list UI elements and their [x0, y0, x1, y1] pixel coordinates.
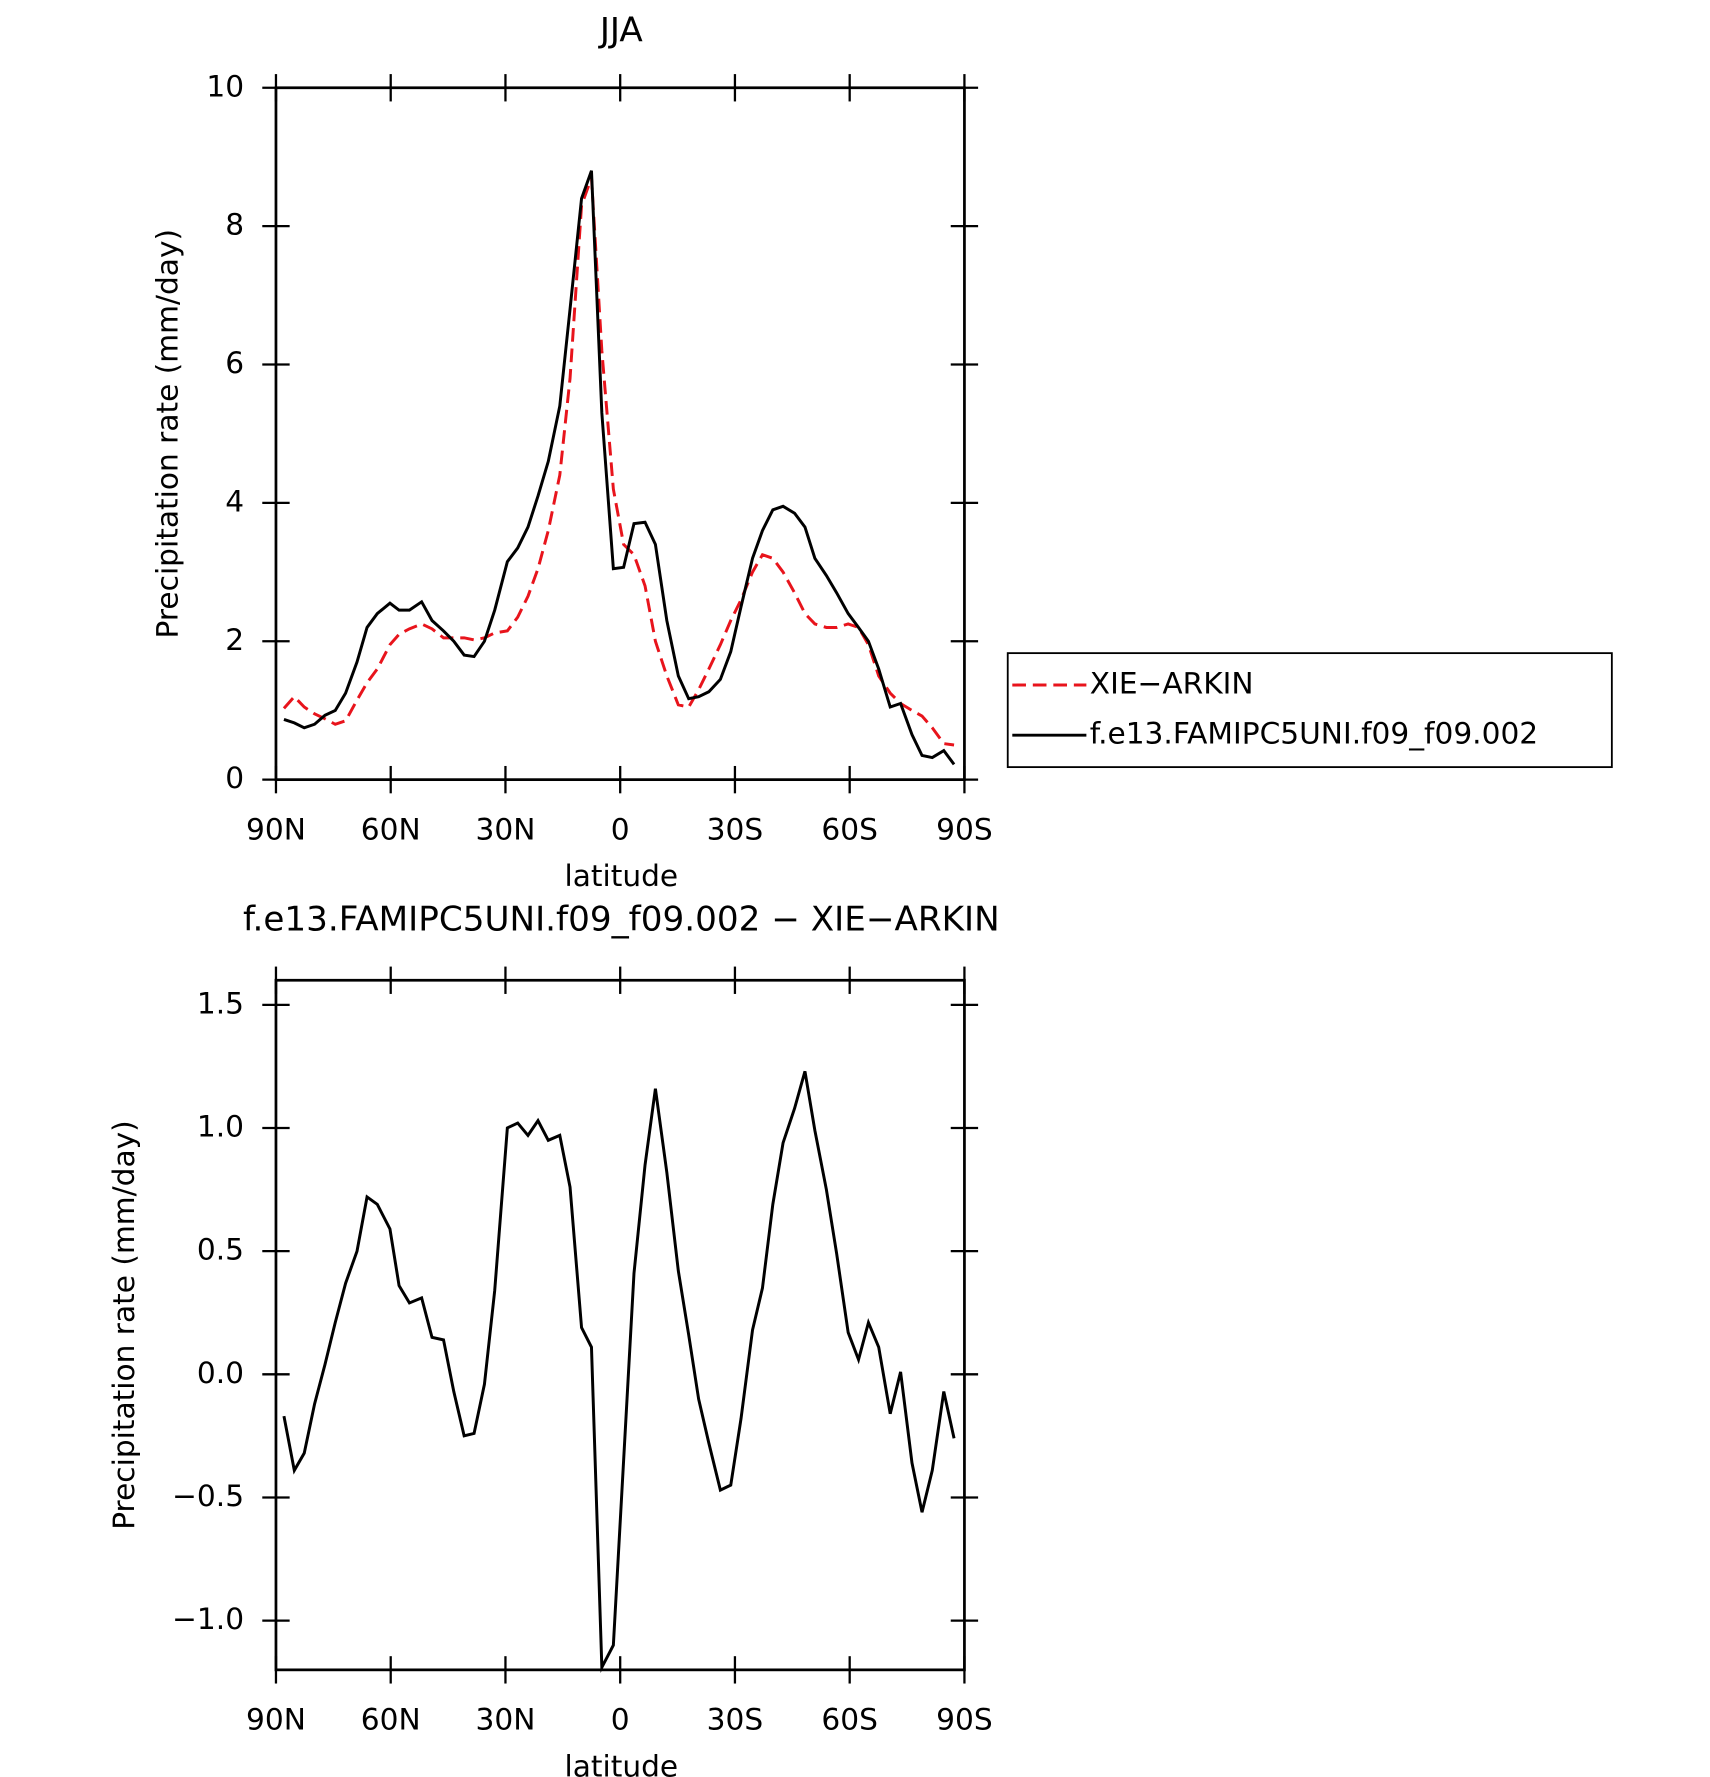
y-axis-label: Precipitation rate (mm/day) — [149, 229, 184, 639]
legend-label: XIE−ARKIN — [1090, 666, 1254, 701]
y-tick-label: 6 — [225, 345, 244, 380]
y-tick-label: 0.5 — [197, 1232, 244, 1267]
y-tick-label: −0.5 — [172, 1478, 244, 1513]
legend-label: f.e13.FAMIPC5UNI.f09_f09.002 — [1090, 716, 1538, 751]
x-tick-label: 0 — [611, 1702, 630, 1737]
y-tick-label: 10 — [206, 68, 244, 103]
x-tick-label: 90N — [246, 1702, 306, 1737]
x-tick-label: 30S — [707, 1702, 764, 1737]
series-line — [283, 170, 956, 766]
y-tick-label: 1.0 — [197, 1109, 244, 1144]
y-tick-label: 0.0 — [197, 1355, 244, 1390]
y-tick-label: 0 — [225, 760, 244, 795]
x-axis-label: latitude — [565, 858, 679, 893]
y-axis-label: Precipitation rate (mm/day) — [106, 1120, 141, 1530]
y-tick-label: 4 — [225, 483, 244, 518]
series-line — [282, 1070, 956, 1674]
series-line — [282, 177, 955, 747]
x-tick-label: 60S — [821, 811, 878, 846]
plot-frame — [274, 86, 966, 782]
y-tick-label: 2 — [225, 622, 244, 657]
x-tick-label: 90N — [246, 811, 306, 846]
chart-title: JJA — [598, 10, 644, 50]
y-tick-label: −1.0 — [172, 1601, 244, 1636]
x-tick-label: 60N — [361, 1702, 421, 1737]
x-tick-label: 60S — [821, 1702, 878, 1737]
x-tick-label: 30N — [476, 1702, 536, 1737]
y-tick-label: 1.5 — [197, 985, 244, 1020]
x-tick-label: 90S — [936, 1702, 993, 1737]
x-tick-label: 30N — [476, 811, 536, 846]
y-tick-label: 8 — [225, 207, 244, 242]
legend-box — [1006, 652, 1613, 769]
plot-frame — [274, 978, 966, 1672]
x-axis-label: latitude — [565, 1748, 679, 1777]
x-tick-label: 90S — [936, 811, 993, 846]
chart-title: f.e13.FAMIPC5UNI.f09_f09.002 − XIE−ARKIN — [243, 899, 1000, 939]
x-tick-label: 0 — [611, 811, 630, 846]
x-tick-label: 60N — [361, 811, 421, 846]
x-tick-label: 30S — [707, 811, 764, 846]
